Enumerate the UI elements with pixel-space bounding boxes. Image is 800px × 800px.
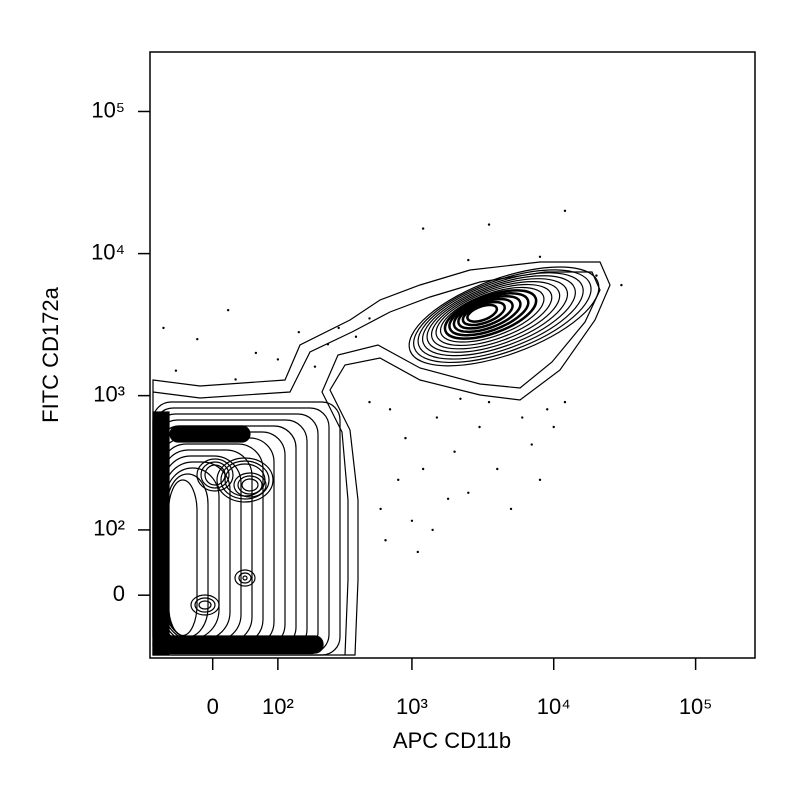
dot (416, 550, 419, 554)
dot (467, 491, 470, 494)
contour (435, 283, 553, 347)
contour (466, 303, 499, 323)
dot (313, 365, 317, 368)
contour (190, 594, 220, 616)
dot (546, 408, 549, 411)
dot (530, 443, 533, 446)
dot (234, 378, 237, 381)
contour (194, 597, 216, 613)
contour (234, 569, 256, 587)
contour (220, 460, 270, 500)
dot (459, 397, 462, 400)
dot (446, 497, 450, 500)
contour (430, 281, 561, 350)
dot (421, 467, 425, 471)
contour (457, 297, 514, 330)
contour (426, 278, 569, 353)
contour (417, 272, 584, 360)
dot (421, 227, 425, 230)
dot (410, 519, 414, 522)
dot (174, 369, 178, 372)
y-tick-label: 10³ (93, 381, 125, 406)
dot (297, 330, 301, 334)
dot (404, 436, 407, 440)
contour (152, 411, 170, 656)
contour (237, 475, 263, 495)
dot (162, 326, 165, 330)
dot (368, 317, 371, 320)
contour (452, 294, 522, 334)
contour (439, 286, 545, 343)
dot (538, 478, 542, 482)
contour (413, 269, 592, 364)
contour (241, 478, 259, 492)
x-axis-label: APC CD11b (393, 728, 511, 753)
contour (200, 461, 230, 489)
contour (152, 635, 324, 654)
dot (563, 400, 567, 404)
contour (448, 292, 530, 337)
contour (159, 437, 275, 647)
dot (431, 528, 434, 532)
dot (538, 255, 542, 258)
contour (166, 473, 209, 638)
contour (242, 575, 248, 581)
x-tick-label: 10⁴ (537, 694, 571, 719)
dot (397, 478, 400, 482)
contours (152, 261, 611, 656)
dot (467, 258, 470, 262)
y-tick-label: 10⁴ (91, 239, 125, 264)
dot (196, 337, 199, 341)
x-tick-label: 10² (262, 694, 294, 719)
dot (379, 507, 382, 511)
dot (509, 507, 513, 511)
dot (326, 343, 330, 346)
contour (165, 467, 220, 640)
contour (169, 425, 251, 443)
contour (204, 464, 226, 486)
dot (354, 335, 358, 338)
contour (152, 271, 601, 656)
contour (216, 457, 274, 503)
dot (595, 274, 598, 277)
y-tick-label: 10² (93, 516, 125, 541)
dot (254, 351, 258, 355)
dot (368, 400, 371, 404)
dot (620, 283, 623, 287)
dot (384, 539, 387, 542)
dot (226, 308, 230, 312)
dot (453, 450, 456, 453)
dot (487, 223, 491, 226)
y-tick-label: 10⁵ (91, 97, 125, 122)
dot (552, 425, 555, 429)
x-tick-label: 10³ (396, 694, 428, 719)
x-tick-label: 0 (207, 694, 219, 719)
dot (276, 358, 280, 361)
contour (198, 600, 212, 610)
plot-frame (149, 51, 756, 659)
x-tick-label: 10⁵ (679, 694, 713, 719)
contour (152, 261, 611, 656)
dot (337, 326, 340, 330)
contour (168, 479, 198, 637)
contour (461, 300, 506, 327)
contour (408, 266, 600, 367)
contour (233, 472, 267, 498)
dot (487, 400, 491, 404)
dot (388, 408, 392, 411)
dot (521, 416, 524, 419)
contour (421, 275, 576, 357)
dot (563, 209, 567, 213)
dot (478, 425, 481, 429)
contour (154, 413, 319, 653)
contour (196, 458, 234, 492)
dot (496, 467, 499, 471)
dot (435, 416, 439, 419)
y-tick-label: 0 (113, 581, 125, 606)
y-axis-label: FITC CD172a (38, 286, 63, 422)
contour (238, 572, 252, 584)
contour (443, 289, 538, 340)
